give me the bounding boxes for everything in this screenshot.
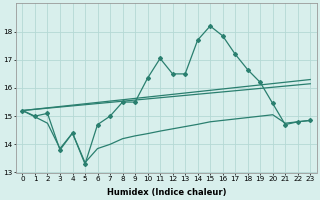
X-axis label: Humidex (Indice chaleur): Humidex (Indice chaleur) [107,188,226,197]
